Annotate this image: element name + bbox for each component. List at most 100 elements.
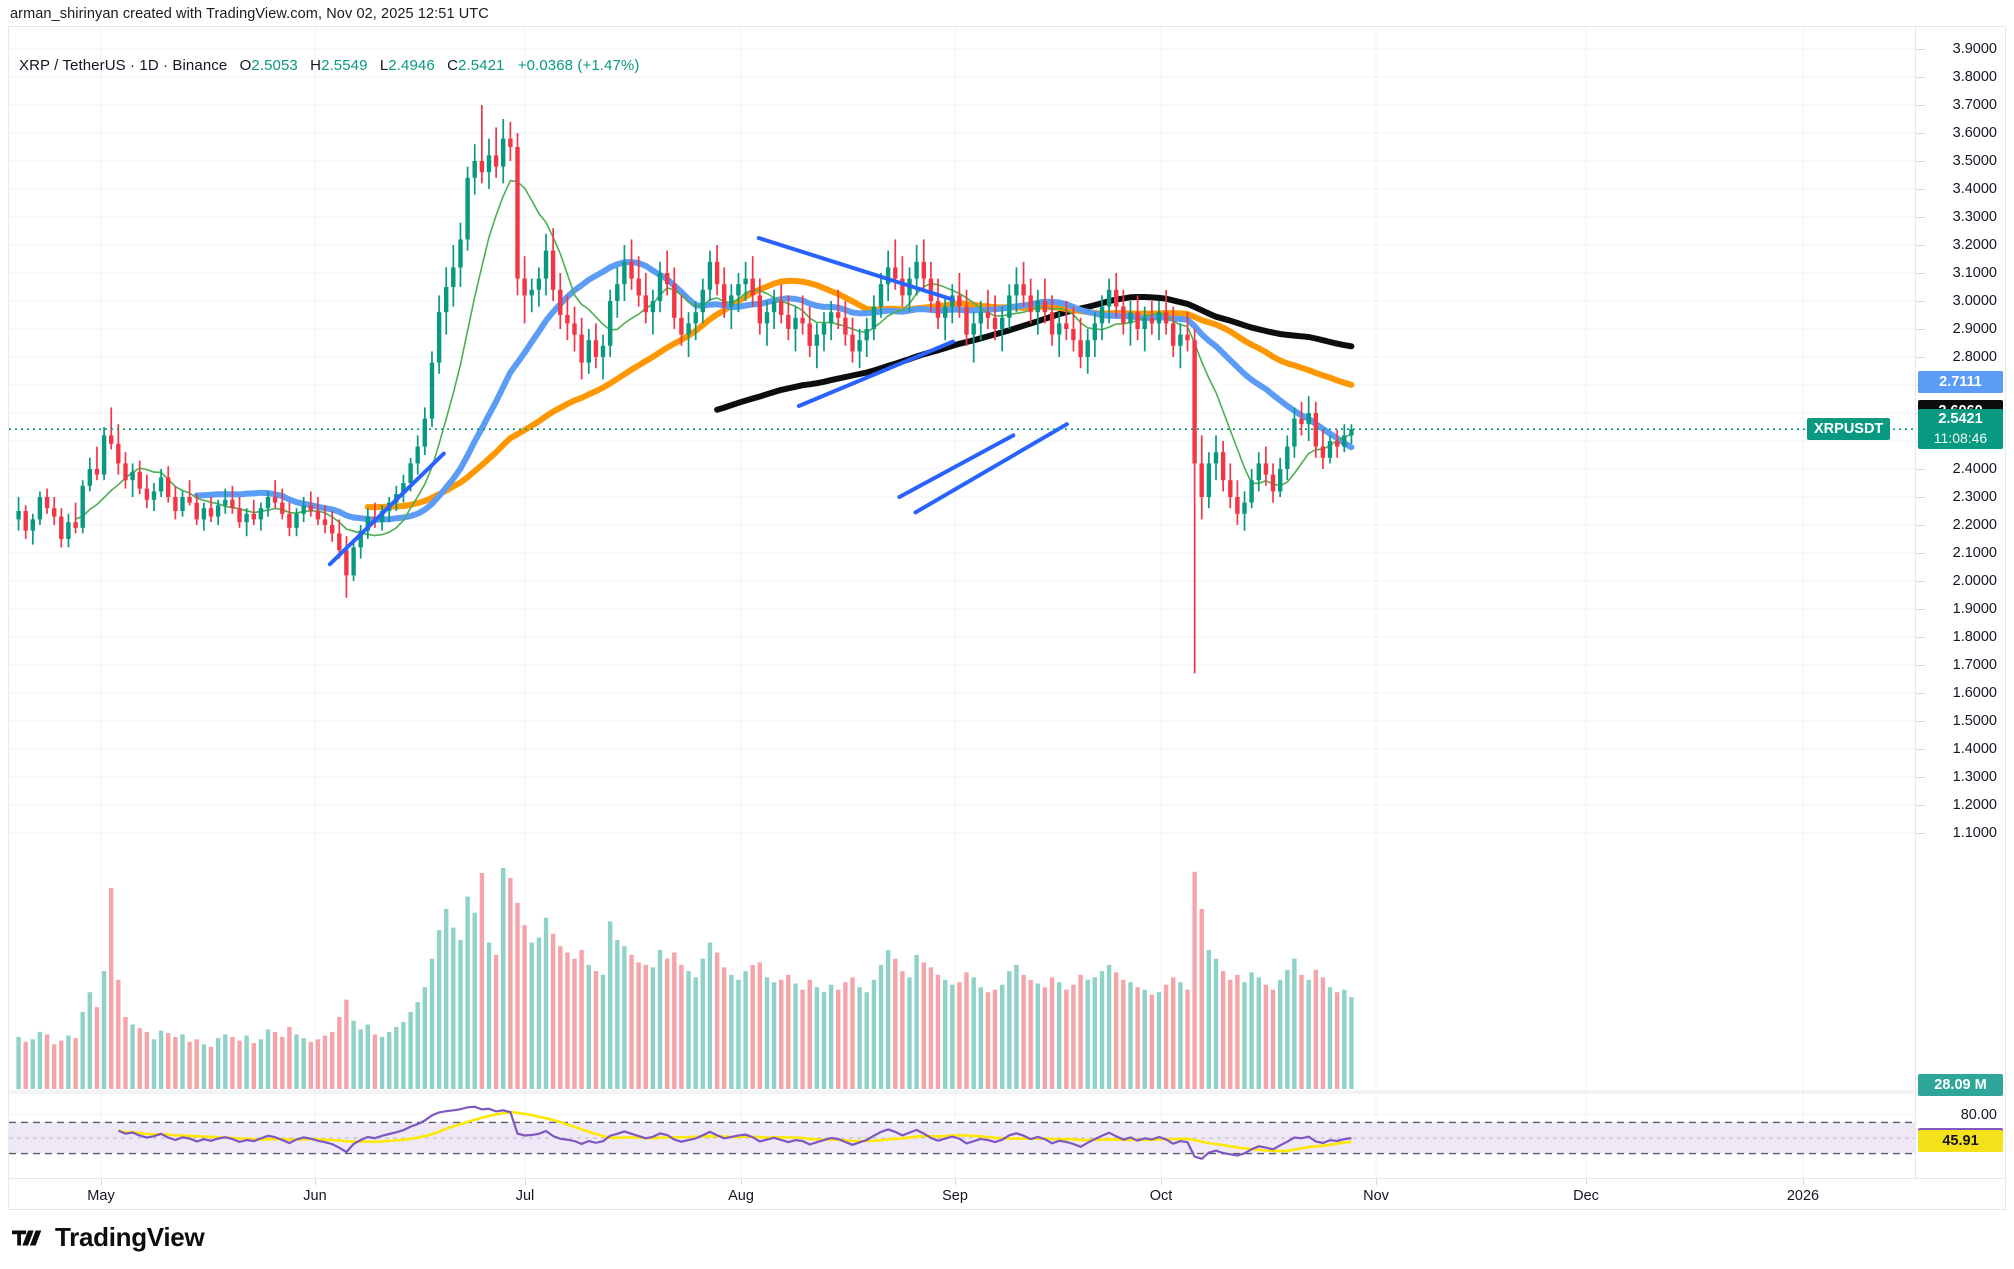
volume-bar bbox=[1028, 979, 1033, 1089]
candle-body bbox=[914, 261, 919, 279]
volume-bar bbox=[44, 1034, 50, 1089]
candle-body bbox=[814, 334, 820, 346]
time-axis[interactable]: May Jun Jul Aug Sep Oct Nov Dec 2026 bbox=[8, 1178, 2006, 1210]
candle-body bbox=[1270, 474, 1276, 492]
candle-body bbox=[1042, 301, 1048, 313]
price-tick-mark bbox=[1916, 553, 1925, 554]
candle-body bbox=[16, 511, 21, 520]
price-tick-label: 2.1000 bbox=[1952, 545, 1997, 561]
chart-legend[interactable]: XRP / TetherUS · 1D · Binance O2.5053 H2… bbox=[19, 57, 639, 74]
legend-high-label: H bbox=[310, 57, 322, 74]
volume-bar bbox=[223, 1034, 228, 1089]
candle-body bbox=[1035, 301, 1040, 313]
volume-bar bbox=[87, 992, 92, 1089]
volume-bar bbox=[187, 1041, 192, 1089]
volume-bar bbox=[208, 1046, 214, 1089]
candle-body bbox=[1014, 284, 1019, 296]
volume-bar bbox=[672, 952, 677, 1089]
volume-bar bbox=[665, 958, 670, 1089]
candle-body bbox=[408, 463, 413, 483]
legend-exchange[interactable]: Binance bbox=[172, 57, 228, 74]
symbol-price-tag[interactable]: XRPUSDT bbox=[1807, 418, 1891, 441]
legend-low-label: L bbox=[379, 57, 389, 74]
volume-bar bbox=[1263, 984, 1269, 1089]
candle-body bbox=[258, 508, 264, 520]
last-price-tag[interactable]: 2.5421 11:08:46 bbox=[1918, 409, 2003, 450]
time-tick-label: Jun bbox=[303, 1188, 327, 1204]
price-tick-mark bbox=[1916, 637, 1925, 638]
candle-body bbox=[1163, 312, 1169, 324]
volume-bar bbox=[1106, 964, 1112, 1089]
volume-bar bbox=[322, 1035, 328, 1089]
price-tick-label: 1.2000 bbox=[1952, 797, 1997, 813]
volume-bar bbox=[565, 952, 570, 1089]
volume-bar bbox=[1121, 979, 1126, 1089]
candle-body bbox=[109, 435, 114, 444]
candle-body bbox=[322, 519, 328, 525]
volume-bar bbox=[1014, 964, 1019, 1089]
volume-bar bbox=[700, 958, 705, 1089]
volume-bar bbox=[1270, 989, 1276, 1089]
price-tick-mark bbox=[1916, 217, 1925, 218]
volume-bar bbox=[622, 946, 627, 1089]
candle-body bbox=[529, 289, 534, 296]
volume-bar bbox=[871, 979, 877, 1089]
ma-blue-tag[interactable]: 2.7111 bbox=[1918, 370, 2003, 393]
legend-sep-1: · bbox=[125, 57, 140, 74]
candle-body bbox=[173, 497, 178, 511]
price-tick-label: 3.3000 bbox=[1952, 209, 1997, 225]
volume-bar bbox=[508, 878, 513, 1089]
candle-body bbox=[793, 317, 798, 329]
candle-body bbox=[743, 278, 748, 285]
rsi-ma-tag[interactable]: 45.91 bbox=[1918, 1130, 2003, 1153]
volume-bar bbox=[422, 987, 427, 1089]
candle-body bbox=[1206, 463, 1212, 497]
candle-body bbox=[779, 301, 784, 315]
volume-bar bbox=[1156, 992, 1162, 1089]
chart-plot-area[interactable]: XRPUSDT bbox=[9, 27, 1915, 1209]
volume-bar bbox=[180, 1034, 185, 1089]
time-tick-label: Nov bbox=[1363, 1188, 1389, 1204]
candle-body bbox=[1021, 284, 1026, 296]
volume-bar bbox=[1149, 994, 1155, 1089]
candle-body bbox=[864, 329, 869, 341]
candle-body bbox=[508, 138, 513, 147]
volume-bar bbox=[415, 1002, 420, 1089]
legend-symbol[interactable]: XRP / TetherUS bbox=[19, 57, 126, 74]
volume-bar bbox=[73, 1038, 78, 1089]
candle-body bbox=[66, 522, 71, 539]
candle-body bbox=[1114, 289, 1119, 307]
price-tick-label: 3.0000 bbox=[1952, 293, 1997, 309]
candle-body bbox=[1064, 323, 1069, 329]
volume-bar bbox=[408, 1012, 413, 1089]
time-tick-label: May bbox=[87, 1188, 115, 1204]
grid-lines bbox=[9, 27, 1915, 1177]
volume-bar bbox=[1099, 971, 1105, 1089]
volume-bar bbox=[707, 942, 713, 1089]
time-tick-mark bbox=[1586, 1179, 1587, 1185]
volume-bar bbox=[836, 989, 841, 1089]
rising-support-early bbox=[327, 451, 446, 567]
candle-body bbox=[272, 497, 278, 503]
volume-bar bbox=[101, 971, 107, 1089]
price-tick-mark bbox=[1916, 609, 1925, 610]
volume-bar bbox=[1021, 974, 1026, 1089]
volume-bar bbox=[1299, 974, 1304, 1089]
volume-bar bbox=[394, 1026, 399, 1089]
volume-value-tag[interactable]: 28.09 M bbox=[1918, 1074, 2003, 1096]
volume-bar bbox=[779, 979, 784, 1089]
candle-body bbox=[992, 317, 998, 329]
rsi-level-label: 80.00 bbox=[1960, 1106, 1997, 1123]
candle-body bbox=[1299, 418, 1304, 425]
volume-bar bbox=[52, 1044, 57, 1089]
price-tick-label: 1.4000 bbox=[1952, 741, 1997, 757]
candle-body bbox=[828, 312, 834, 324]
legend-interval[interactable]: 1D bbox=[139, 57, 159, 74]
volume-bar bbox=[536, 937, 542, 1089]
candle-body bbox=[301, 505, 306, 514]
candle-body bbox=[1000, 317, 1005, 329]
volume-bar bbox=[280, 1036, 285, 1089]
price-axis[interactable]: 3.9000 3.8000 3.7000 3.6000 3.5000 3.4000 3.30… bbox=[1915, 27, 2005, 1179]
legend-open-value: 2.5053 bbox=[251, 57, 298, 74]
candle-body bbox=[935, 301, 941, 318]
